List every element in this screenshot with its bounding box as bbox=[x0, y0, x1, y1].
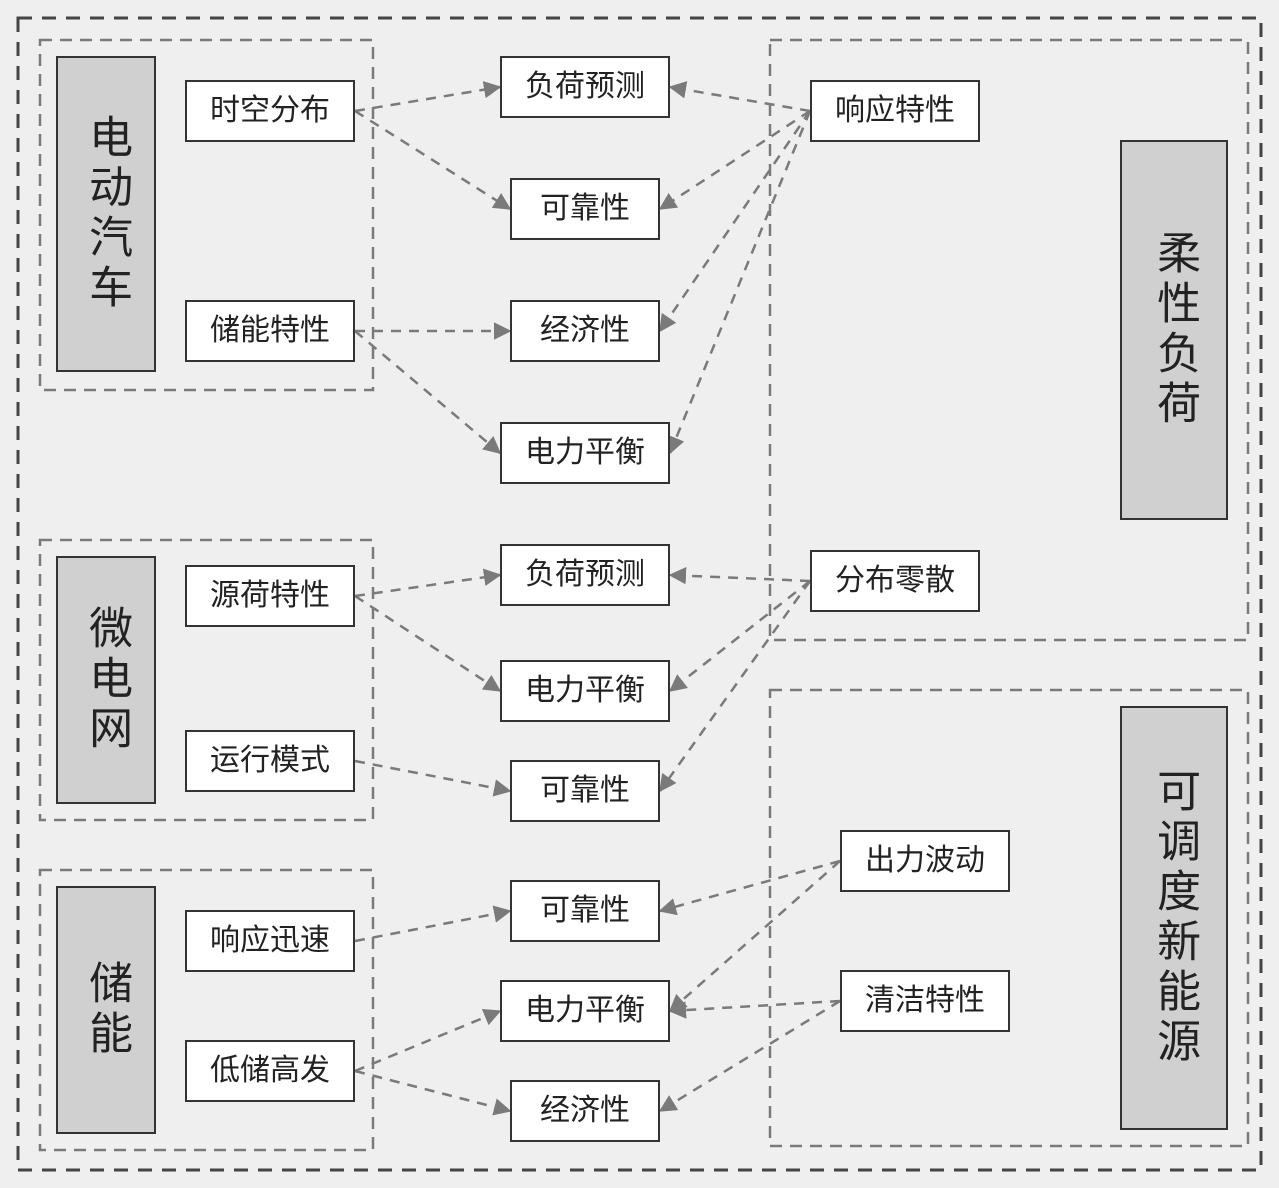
group-title-t-mg: 微电网 bbox=[56, 556, 156, 804]
node-c8: 可靠性 bbox=[510, 880, 660, 942]
node-n-mg-a: 源荷特性 bbox=[185, 565, 355, 627]
node-n-es-a: 响应迅速 bbox=[185, 910, 355, 972]
node-c5: 负荷预测 bbox=[500, 544, 670, 606]
node-c1: 负荷预测 bbox=[500, 56, 670, 118]
node-n-res-b: 清洁特性 bbox=[840, 970, 1010, 1032]
node-c9: 电力平衡 bbox=[500, 980, 670, 1042]
node-n-ev-b: 储能特性 bbox=[185, 300, 355, 362]
node-c2: 可靠性 bbox=[510, 178, 660, 240]
node-n-ev-a: 时空分布 bbox=[185, 80, 355, 142]
group-title-t-flex: 柔性负荷 bbox=[1120, 140, 1228, 520]
group-title-t-ev: 电动汽车 bbox=[56, 56, 156, 372]
group-title-t-es: 储能 bbox=[56, 886, 156, 1134]
node-n-es-b: 低储高发 bbox=[185, 1040, 355, 1102]
node-n-mg-b: 运行模式 bbox=[185, 730, 355, 792]
diagram-root: 电动汽车微电网储能 柔性负荷可调度新能源 时空分布储能特性源荷特性运行模式响应迅速低… bbox=[0, 0, 1279, 1188]
node-c3: 经济性 bbox=[510, 300, 660, 362]
group-title-t-res: 可调度新能源 bbox=[1120, 706, 1228, 1130]
node-c6: 电力平衡 bbox=[500, 660, 670, 722]
node-n-flex-a: 响应特性 bbox=[810, 80, 980, 142]
node-c4: 电力平衡 bbox=[500, 422, 670, 484]
node-n-res-a: 出力波动 bbox=[840, 830, 1010, 892]
node-c10: 经济性 bbox=[510, 1080, 660, 1142]
node-c7: 可靠性 bbox=[510, 760, 660, 822]
node-n-flex-b: 分布零散 bbox=[810, 550, 980, 612]
